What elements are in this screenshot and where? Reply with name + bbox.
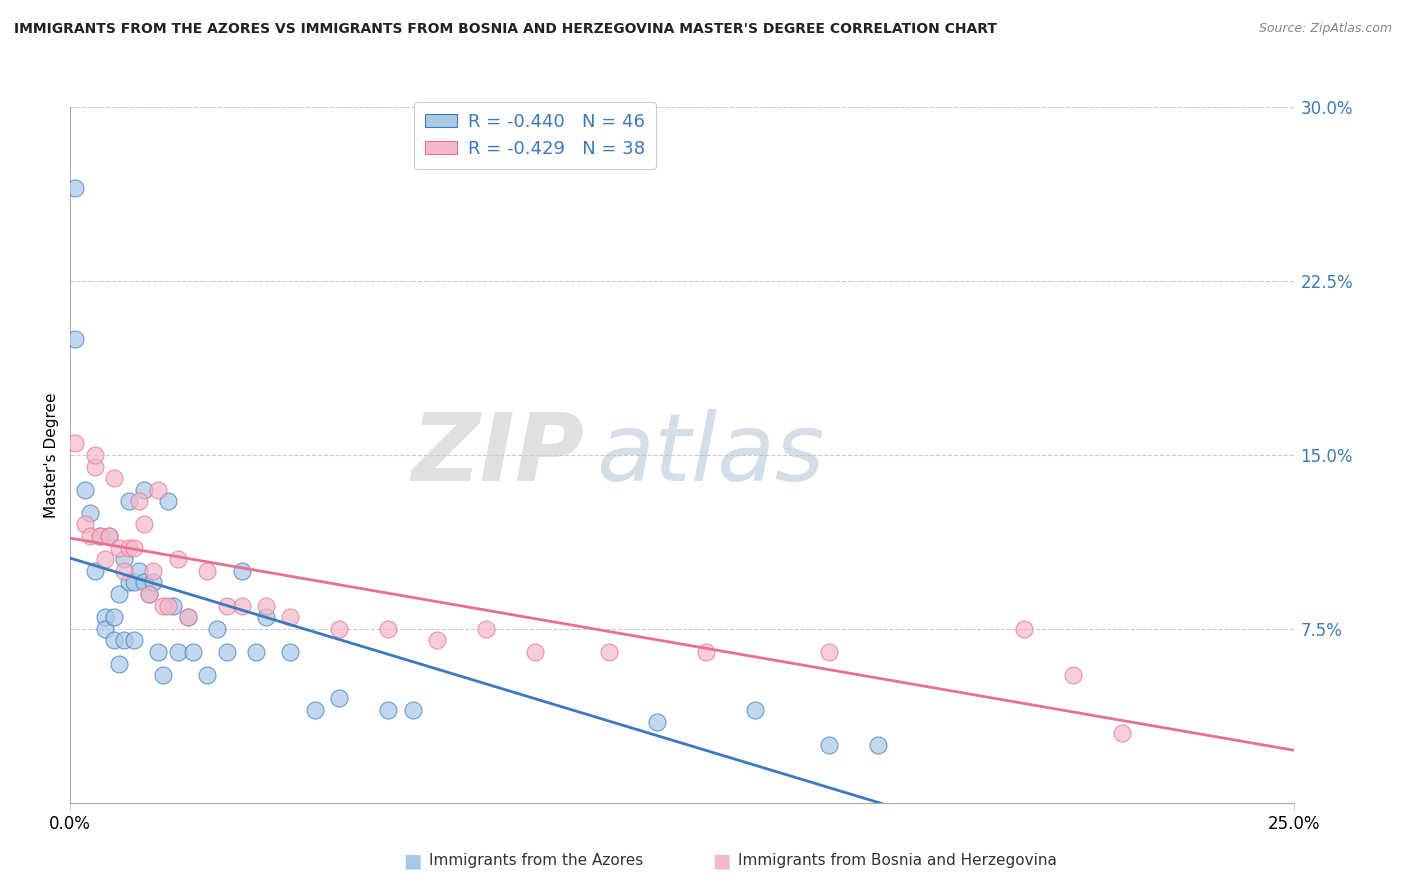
- Text: Immigrants from the Azores: Immigrants from the Azores: [429, 854, 643, 868]
- Point: [647, 714, 669, 729]
- Point: [524, 645, 547, 659]
- Point: [63, 181, 86, 195]
- Point: [128, 564, 150, 578]
- Point: [744, 703, 766, 717]
- Point: [817, 645, 839, 659]
- Point: [215, 599, 238, 613]
- Point: [112, 633, 135, 648]
- Point: [231, 599, 253, 613]
- Text: atlas: atlas: [596, 409, 824, 500]
- Point: [167, 552, 190, 566]
- Point: [103, 610, 125, 624]
- Point: [79, 506, 101, 520]
- Point: [377, 703, 399, 717]
- Point: [402, 703, 425, 717]
- Point: [128, 494, 150, 508]
- Point: [93, 552, 115, 566]
- Point: [177, 610, 200, 624]
- Point: [108, 541, 131, 555]
- Point: [195, 668, 218, 682]
- Point: [142, 564, 165, 578]
- Point: [328, 691, 350, 706]
- Text: ■: ■: [404, 851, 422, 871]
- Point: [89, 529, 111, 543]
- Point: [98, 529, 121, 543]
- Point: [254, 599, 277, 613]
- Point: [254, 610, 277, 624]
- Point: [108, 657, 131, 671]
- Point: [93, 610, 115, 624]
- Point: [215, 645, 238, 659]
- Point: [177, 610, 200, 624]
- Point: [817, 738, 839, 752]
- Point: [103, 471, 125, 485]
- Point: [231, 564, 253, 578]
- Point: [1014, 622, 1036, 636]
- Point: [79, 529, 101, 543]
- Point: [122, 633, 145, 648]
- Text: ZIP: ZIP: [411, 409, 583, 501]
- Point: [118, 494, 141, 508]
- Point: [280, 610, 302, 624]
- Point: [148, 483, 170, 497]
- Y-axis label: Master's Degree: Master's Degree: [44, 392, 59, 517]
- Point: [132, 483, 155, 497]
- Point: [83, 564, 105, 578]
- Point: [280, 645, 302, 659]
- Point: [118, 541, 141, 555]
- Point: [122, 575, 145, 590]
- Text: IMMIGRANTS FROM THE AZORES VS IMMIGRANTS FROM BOSNIA AND HERZEGOVINA MASTER'S DE: IMMIGRANTS FROM THE AZORES VS IMMIGRANTS…: [14, 22, 997, 37]
- Point: [162, 599, 184, 613]
- Point: [138, 587, 160, 601]
- Text: Source: ZipAtlas.com: Source: ZipAtlas.com: [1258, 22, 1392, 36]
- Point: [157, 599, 180, 613]
- Point: [152, 668, 174, 682]
- Point: [426, 633, 449, 648]
- Point: [148, 645, 170, 659]
- Point: [63, 436, 86, 450]
- Point: [181, 645, 204, 659]
- Point: [103, 633, 125, 648]
- Point: [195, 564, 218, 578]
- Point: [83, 459, 105, 474]
- Text: ■: ■: [713, 851, 731, 871]
- Point: [205, 622, 228, 636]
- Point: [167, 645, 190, 659]
- Point: [132, 517, 155, 532]
- Point: [83, 448, 105, 462]
- Point: [475, 622, 498, 636]
- Point: [118, 575, 141, 590]
- Point: [138, 587, 160, 601]
- Point: [142, 575, 165, 590]
- Point: [866, 738, 889, 752]
- Point: [112, 564, 135, 578]
- Point: [108, 587, 131, 601]
- Point: [73, 483, 96, 497]
- Point: [73, 517, 96, 532]
- Point: [93, 622, 115, 636]
- Point: [328, 622, 350, 636]
- Point: [245, 645, 267, 659]
- Point: [112, 552, 135, 566]
- Legend: R = -0.440   N = 46, R = -0.429   N = 38: R = -0.440 N = 46, R = -0.429 N = 38: [413, 103, 657, 169]
- Point: [63, 332, 86, 346]
- Point: [132, 575, 155, 590]
- Point: [1062, 668, 1084, 682]
- Point: [377, 622, 399, 636]
- Point: [152, 599, 174, 613]
- Point: [157, 494, 180, 508]
- Text: Immigrants from Bosnia and Herzegovina: Immigrants from Bosnia and Herzegovina: [738, 854, 1057, 868]
- Point: [598, 645, 620, 659]
- Point: [89, 529, 111, 543]
- Point: [695, 645, 717, 659]
- Point: [304, 703, 326, 717]
- Point: [122, 541, 145, 555]
- Point: [98, 529, 121, 543]
- Point: [1111, 726, 1133, 740]
